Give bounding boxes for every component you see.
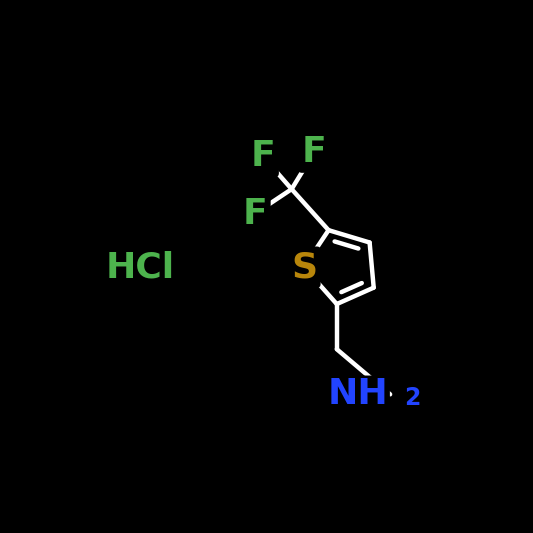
Text: HCl: HCl (105, 250, 174, 284)
Text: S: S (291, 250, 317, 284)
Text: F: F (251, 139, 275, 173)
Text: F: F (243, 197, 267, 231)
Text: 2: 2 (405, 386, 421, 410)
Text: NH: NH (327, 377, 388, 411)
Text: F: F (302, 135, 327, 169)
